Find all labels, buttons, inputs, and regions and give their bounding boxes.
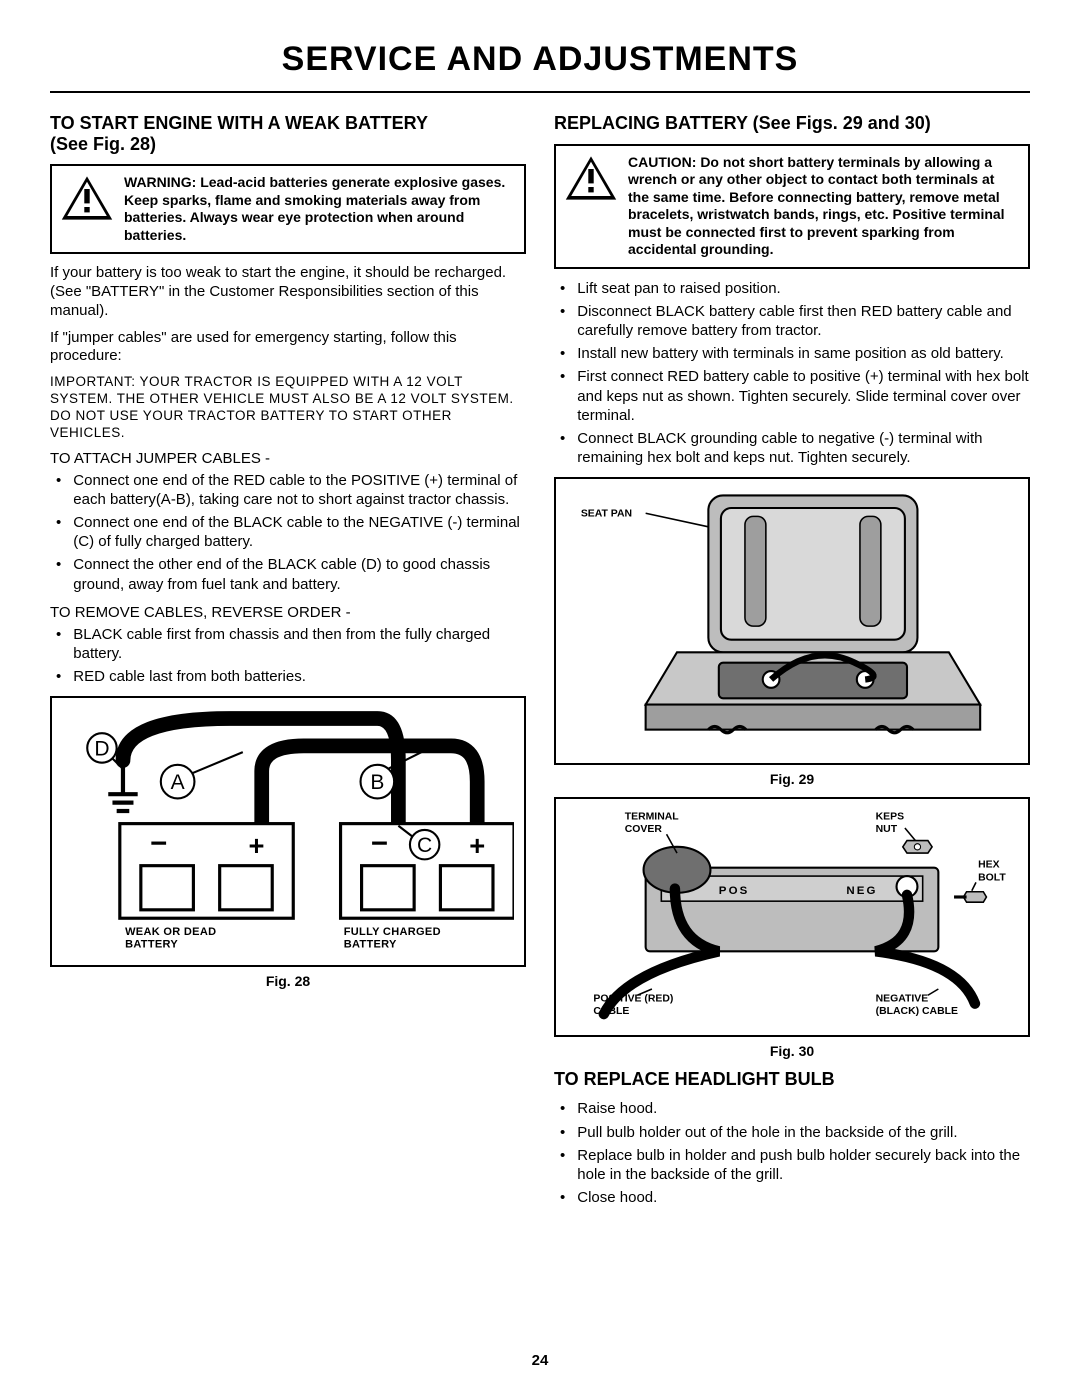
fig28-caption: Fig. 28	[50, 973, 526, 989]
list-item: Raise hood.	[554, 1099, 1030, 1118]
weak-p2: If "jumper cables" are used for emergenc…	[50, 329, 526, 367]
svg-text:FULLY CHARGED: FULLY CHARGED	[344, 926, 441, 938]
list-item: Lift seat pan to raised position.	[554, 279, 1030, 298]
svg-text:BOLT: BOLT	[978, 872, 1006, 883]
svg-text:COVER: COVER	[625, 824, 663, 835]
li-text: Connect BLACK grounding cable to negativ…	[577, 429, 1030, 467]
li-text: Connect one end of the RED cable to the …	[73, 471, 526, 509]
remove-head: TO REMOVE CABLES, REVERSE ORDER -	[50, 604, 526, 621]
list-item: Connect the other end of the BLACK cable…	[50, 555, 526, 593]
caution-box: CAUTION: Do not short battery terminals …	[554, 144, 1030, 269]
li-text: RED cable last from both batteries.	[73, 667, 306, 686]
warning-box: WARNING: Lead-acid batteries generate ex…	[50, 164, 526, 254]
svg-text:−: −	[371, 827, 388, 860]
list-item: Disconnect BLACK battery cable first the…	[554, 302, 1030, 340]
svg-text:TERMINAL: TERMINAL	[625, 812, 680, 823]
li-text: Connect the other end of the BLACK cable…	[73, 555, 526, 593]
caution-text: CAUTION: Do not short battery terminals …	[628, 154, 1018, 259]
li-text: Connect one end of the BLACK cable to th…	[73, 513, 526, 551]
caution-triangle-icon	[564, 154, 618, 202]
right-column: REPLACING BATTERY (See Figs. 29 and 30) …	[554, 113, 1030, 1217]
svg-text:D: D	[94, 738, 109, 761]
svg-text:A: A	[171, 771, 185, 794]
fig29-box: SEAT PAN	[554, 477, 1030, 765]
svg-text:CABLE: CABLE	[593, 1006, 629, 1017]
fig29-caption: Fig. 29	[554, 771, 1030, 787]
heading-sub: (See Fig. 28)	[50, 134, 156, 154]
svg-text:SEAT PAN: SEAT PAN	[581, 509, 632, 520]
fig29-diagram: SEAT PAN	[562, 485, 1022, 757]
fig30-caption: Fig. 30	[554, 1043, 1030, 1059]
attach-list: Connect one end of the RED cable to the …	[50, 471, 526, 594]
page-title: SERVICE AND ADJUSTMENTS	[50, 40, 1030, 79]
important-note: IMPORTANT: YOUR TRACTOR IS EQUIPPED WITH…	[50, 374, 526, 442]
svg-text:KEPS: KEPS	[876, 812, 904, 823]
fig28-box: − + − + D A B	[50, 696, 526, 967]
list-item: First connect RED battery cable to posit…	[554, 367, 1030, 425]
heading-text: TO START ENGINE WITH A WEAK BATTERY	[50, 113, 428, 133]
warning-triangle-icon	[60, 174, 114, 222]
weak-battery-heading: TO START ENGINE WITH A WEAK BATTERY (See…	[50, 113, 526, 154]
headlight-heading: TO REPLACE HEADLIGHT BULB	[554, 1069, 1030, 1090]
list-item: Install new battery with terminals in sa…	[554, 344, 1030, 363]
list-item: Connect one end of the BLACK cable to th…	[50, 513, 526, 551]
svg-text:B: B	[370, 771, 384, 794]
fig28-diagram: − + − + D A B	[62, 708, 514, 950]
list-item: Connect BLACK grounding cable to negativ…	[554, 429, 1030, 467]
list-item: Connect one end of the RED cable to the …	[50, 471, 526, 509]
svg-text:HEX: HEX	[978, 860, 999, 871]
list-item: BLACK cable first from chassis and then …	[50, 625, 526, 663]
li-text: Replace bulb in holder and push bulb hol…	[577, 1146, 1030, 1184]
headlight-steps: Raise hood. Pull bulb holder out of the …	[554, 1099, 1030, 1207]
li-text: Close hood.	[577, 1188, 657, 1207]
svg-text:BATTERY: BATTERY	[125, 939, 178, 950]
warning-text: WARNING: Lead-acid batteries generate ex…	[124, 174, 514, 244]
title-rule	[50, 91, 1030, 93]
list-item: Close hood.	[554, 1188, 1030, 1207]
left-column: TO START ENGINE WITH A WEAK BATTERY (See…	[50, 113, 526, 1217]
page-number: 24	[0, 1352, 1080, 1369]
svg-text:POS: POS	[719, 885, 750, 897]
svg-text:NUT: NUT	[876, 824, 898, 835]
svg-text:−: −	[150, 827, 167, 860]
li-text: Raise hood.	[577, 1099, 657, 1118]
list-item: RED cable last from both batteries.	[50, 667, 526, 686]
svg-text:+: +	[248, 830, 264, 861]
li-text: Pull bulb holder out of the hole in the …	[577, 1123, 957, 1142]
weak-p1: If your battery is too weak to start the…	[50, 264, 526, 320]
replace-steps: Lift seat pan to raised position. Discon…	[554, 279, 1030, 468]
remove-list: BLACK cable first from chassis and then …	[50, 625, 526, 687]
fig30-diagram: TERMINAL COVER KEPS NUT POS NEG	[562, 805, 1022, 1025]
svg-text:C: C	[417, 834, 432, 857]
svg-text:NEGATIVE: NEGATIVE	[876, 994, 929, 1005]
li-text: Install new battery with terminals in sa…	[577, 344, 1004, 363]
fig30-box: TERMINAL COVER KEPS NUT POS NEG	[554, 797, 1030, 1037]
svg-text:POSITIVE (RED): POSITIVE (RED)	[593, 994, 673, 1005]
two-column-layout: TO START ENGINE WITH A WEAK BATTERY (See…	[50, 113, 1030, 1217]
li-text: Disconnect BLACK battery cable first the…	[577, 302, 1030, 340]
list-item: Pull bulb holder out of the hole in the …	[554, 1123, 1030, 1142]
svg-text:+: +	[469, 830, 485, 861]
svg-text:(BLACK) CABLE: (BLACK) CABLE	[876, 1006, 958, 1017]
attach-head: TO ATTACH JUMPER CABLES -	[50, 450, 526, 467]
li-text: Lift seat pan to raised position.	[577, 279, 780, 298]
li-text: BLACK cable first from chassis and then …	[73, 625, 526, 663]
svg-text:NEG: NEG	[846, 885, 877, 897]
svg-text:BATTERY: BATTERY	[344, 939, 397, 950]
svg-text:WEAK OR DEAD: WEAK OR DEAD	[125, 926, 216, 938]
replace-battery-heading: REPLACING BATTERY (See Figs. 29 and 30)	[554, 113, 1030, 134]
list-item: Replace bulb in holder and push bulb hol…	[554, 1146, 1030, 1184]
li-text: First connect RED battery cable to posit…	[577, 367, 1030, 425]
